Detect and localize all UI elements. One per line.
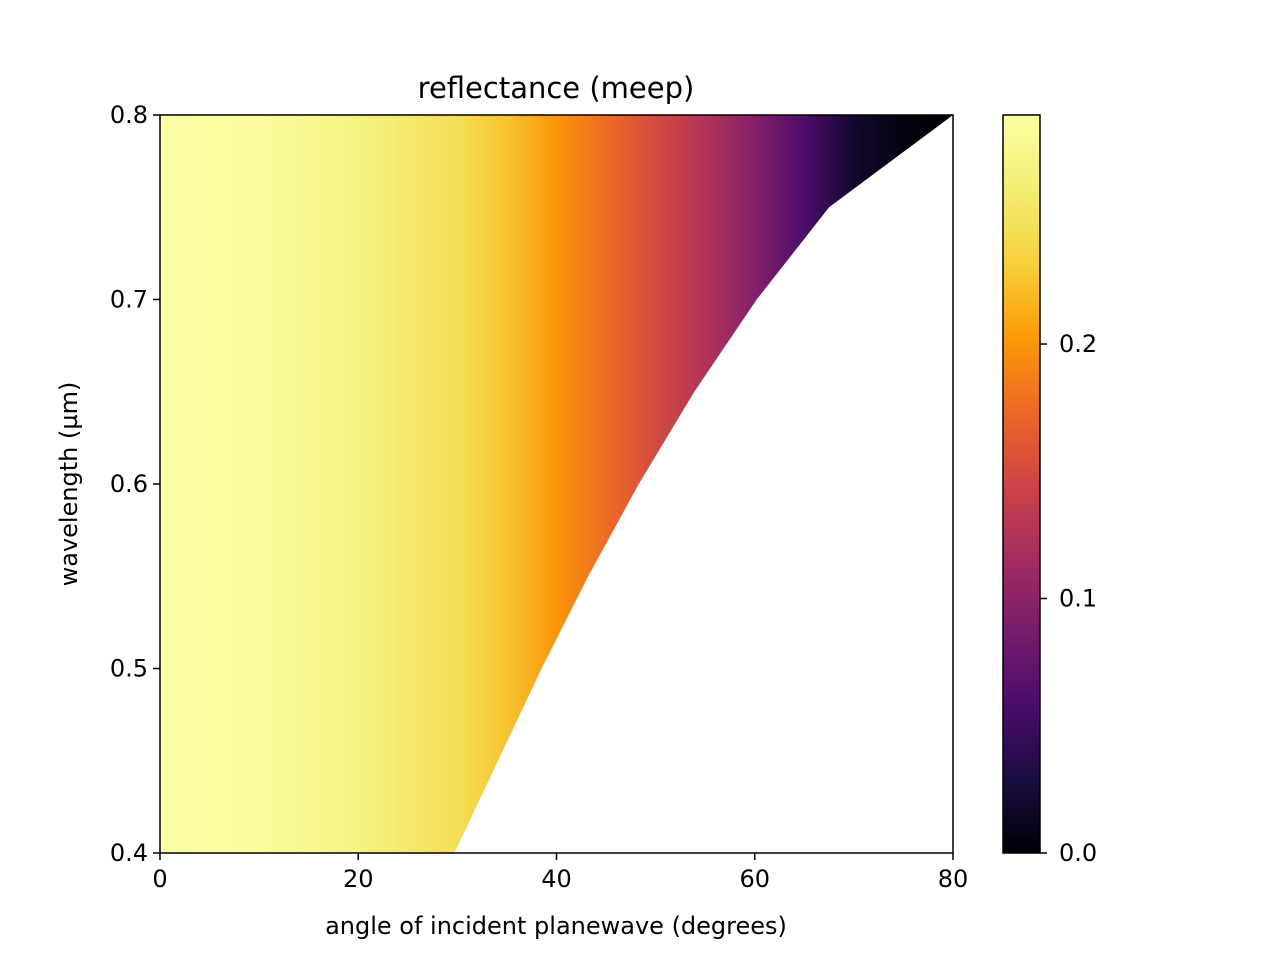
colorbar-gradient — [1002, 114, 1041, 854]
colorbar: 0.0 0.1 0.2 — [1002, 114, 1097, 867]
colorbar-tick-label: 0.1 — [1059, 585, 1097, 613]
x-axis-label: angle of incident planewave (degrees) — [325, 912, 787, 940]
y-tick-label: 0.4 — [110, 839, 148, 867]
colorbar-tick-label: 0.0 — [1059, 839, 1097, 867]
y-axis: 0.4 0.5 0.6 0.7 0.8 — [110, 101, 160, 867]
x-tick-label: 60 — [739, 865, 770, 893]
y-axis-label: wavelength (µm) — [55, 382, 83, 587]
x-tick-label: 0 — [152, 865, 167, 893]
x-axis: 0 20 40 60 80 — [152, 853, 968, 893]
y-tick-label: 0.7 — [110, 286, 148, 314]
x-tick-label: 20 — [343, 865, 374, 893]
heatmap — [159, 114, 954, 854]
x-tick-label: 40 — [541, 865, 572, 893]
y-tick-label: 0.8 — [110, 101, 148, 129]
colorbar-ticks: 0.0 0.1 0.2 — [1040, 330, 1097, 867]
chart-title: reflectance (meep) — [418, 71, 695, 105]
y-tick-label: 0.6 — [110, 470, 148, 498]
x-tick-label: 80 — [938, 865, 969, 893]
colorbar-tick-label: 0.2 — [1059, 330, 1097, 358]
y-tick-label: 0.5 — [110, 655, 148, 683]
